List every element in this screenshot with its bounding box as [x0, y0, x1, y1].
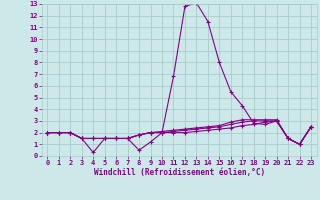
X-axis label: Windchill (Refroidissement éolien,°C): Windchill (Refroidissement éolien,°C)	[94, 168, 265, 177]
